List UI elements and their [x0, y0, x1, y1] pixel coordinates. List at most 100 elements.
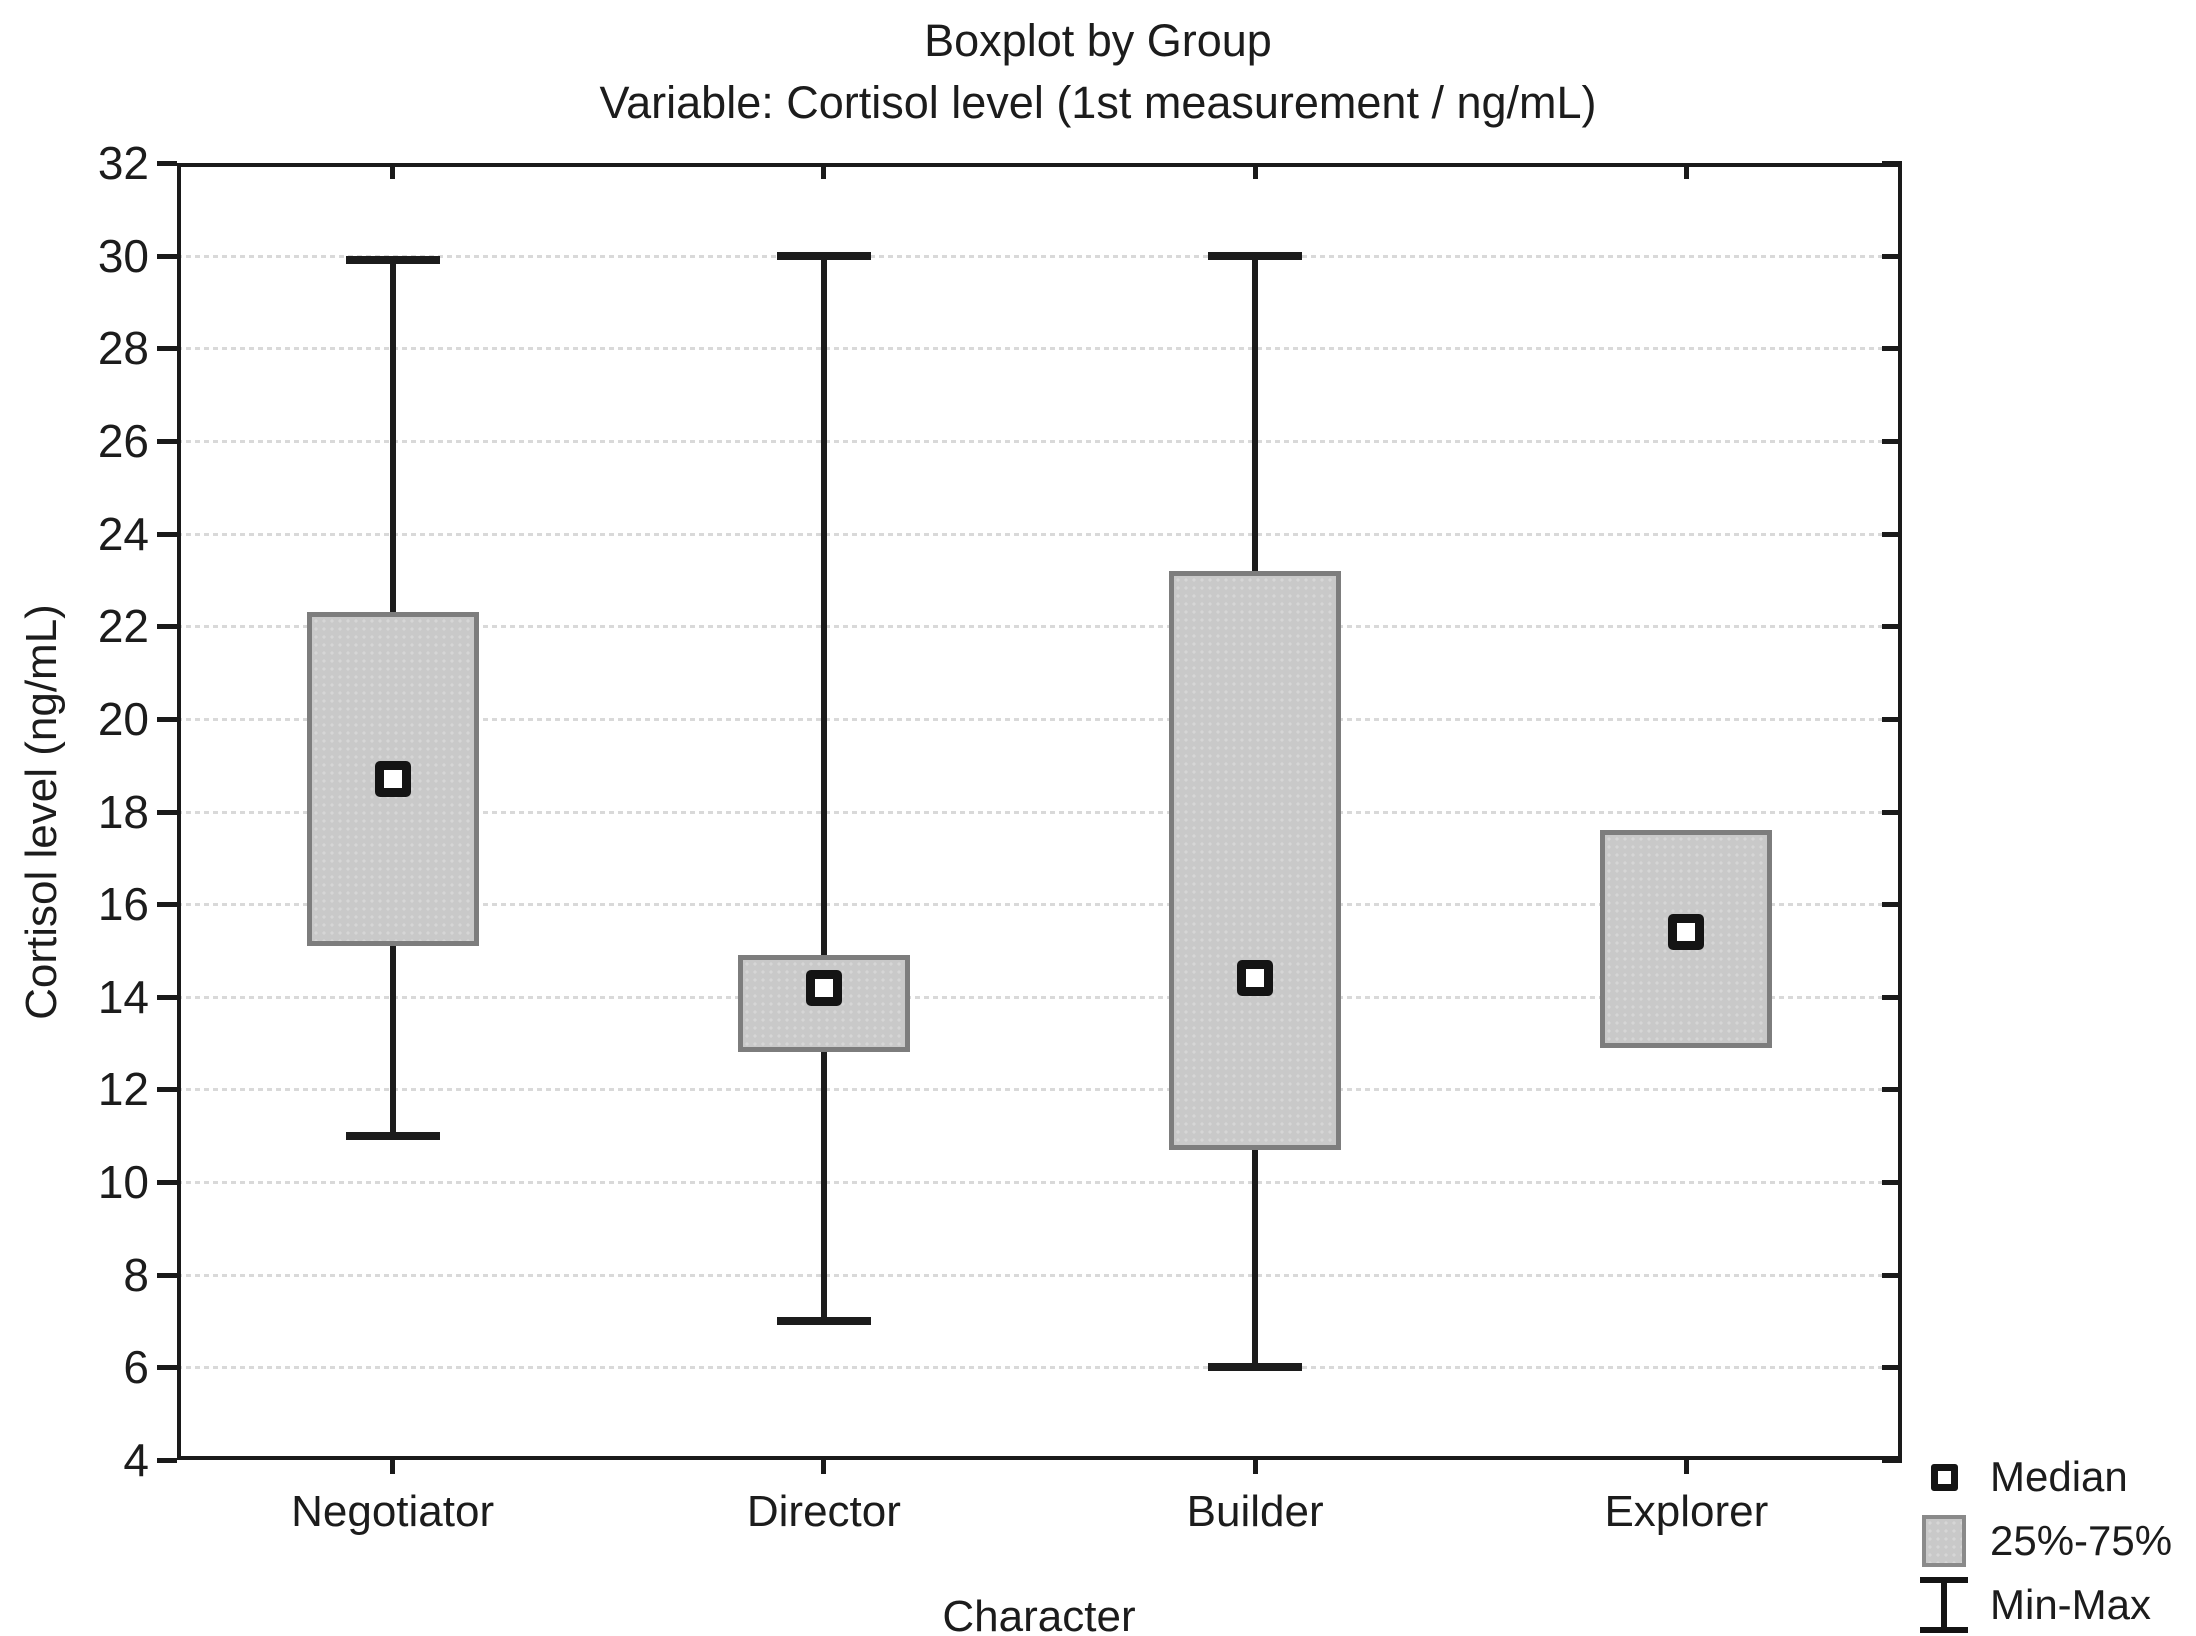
y-tick-left-12	[157, 1087, 177, 1093]
y-tick-label-24: 24	[97, 507, 149, 560]
legend-item-iqr: 25%-75%	[1918, 1512, 2172, 1570]
whisker-cap-max-Director	[776, 251, 871, 260]
y-tick-left-22	[157, 624, 177, 630]
y-tick-left-4	[157, 1458, 177, 1463]
y-tick-right-6	[1882, 1365, 1902, 1371]
legend-item-median: Median	[1918, 1448, 2172, 1506]
whisker-lower-stem-Director	[820, 1052, 827, 1322]
whisker-upper-stem-Negotiator	[389, 260, 396, 613]
gridline-24	[177, 532, 1902, 536]
y-tick-right-20	[1882, 716, 1902, 722]
iqr-box-Builder	[1169, 570, 1342, 1150]
gridline-18	[177, 810, 1902, 814]
y-tick-label-8: 8	[123, 1248, 149, 1301]
x-tick-bottom-Explorer	[1683, 1458, 1689, 1474]
gridline-16	[177, 903, 1902, 907]
median-marker-icon	[1930, 1463, 1958, 1491]
x-category-label-Explorer: Explorer	[1604, 1487, 1769, 1536]
y-tick-right-8	[1882, 1272, 1902, 1278]
iqr-box-icon	[1922, 1515, 1966, 1567]
whisker-cap-max-Negotiator	[345, 256, 440, 265]
x-tick-bottom-Negotiator	[390, 1458, 396, 1474]
whisker-lower-stem-Builder	[1252, 1149, 1259, 1368]
y-tick-right-18	[1882, 809, 1902, 815]
gridline-22	[177, 625, 1902, 629]
whisker-cap-min-Negotiator	[345, 1131, 440, 1140]
gridline-10	[177, 1181, 1902, 1185]
x-category-label-Builder: Builder	[1186, 1487, 1324, 1536]
gridline-14	[177, 995, 1902, 999]
x-tick-bottom-Builder	[1252, 1458, 1258, 1474]
y-tick-left-24	[157, 531, 177, 537]
whisker-cap-min-Director	[776, 1317, 871, 1326]
y-tick-label-28: 28	[97, 322, 149, 375]
y-tick-left-16	[157, 902, 177, 908]
y-tick-right-16	[1882, 902, 1902, 908]
y-tick-right-14	[1882, 994, 1902, 1000]
y-tick-label-20: 20	[97, 692, 149, 745]
legend: Median 25%-75% Min-Max	[1918, 1448, 2172, 1634]
x-tick-top-Builder	[1252, 163, 1258, 179]
x-axis-title: Character	[942, 1592, 1136, 1636]
y-tick-left-32	[157, 161, 177, 166]
y-tick-right-22	[1882, 624, 1902, 630]
y-tick-left-30	[157, 253, 177, 259]
y-tick-left-26	[157, 438, 177, 444]
iqr-box-Explorer	[1600, 830, 1773, 1048]
y-tick-label-12: 12	[97, 1063, 149, 1116]
y-tick-right-28	[1882, 346, 1902, 352]
y-tick-right-26	[1882, 438, 1902, 444]
y-tick-right-10	[1882, 1180, 1902, 1186]
gridline-8	[177, 1273, 1902, 1277]
x-tick-top-Explorer	[1683, 163, 1689, 179]
gridline-28	[177, 347, 1902, 351]
y-tick-left-6	[157, 1365, 177, 1371]
chart-subtitle: Variable: Cortisol level (1st measuremen…	[599, 77, 1597, 128]
min-max-whisker-icon	[1920, 1577, 1968, 1633]
median-marker-Builder	[1237, 960, 1274, 997]
legend-item-minmax: Min-Max	[1918, 1576, 2172, 1634]
gridline-20	[177, 717, 1902, 721]
chart-title: Boxplot by Group	[924, 15, 1272, 66]
whisker-upper-stem-Builder	[1252, 255, 1259, 571]
y-tick-right-4	[1882, 1458, 1902, 1463]
chart-title-block: Boxplot by Group Variable: Cortisol leve…	[0, 10, 2196, 134]
y-tick-left-10	[157, 1180, 177, 1186]
median-marker-Negotiator	[374, 761, 411, 798]
whisker-cap-max-Builder	[1208, 251, 1303, 260]
x-category-label-Director: Director	[746, 1487, 901, 1536]
legend-label-median: Median	[1990, 1453, 2128, 1500]
legend-label-iqr: 25%-75%	[1990, 1517, 2173, 1564]
gridline-6	[177, 1366, 1902, 1370]
y-tick-label-26: 26	[97, 414, 149, 467]
y-tick-label-14: 14	[97, 970, 149, 1023]
y-tick-label-6: 6	[123, 1341, 149, 1394]
gridline-26	[177, 439, 1902, 443]
legend-label-minmax: Min-Max	[1990, 1581, 2152, 1628]
whisker-upper-stem-Director	[820, 255, 827, 956]
y-tick-right-30	[1882, 253, 1902, 259]
y-tick-right-12	[1882, 1087, 1902, 1093]
plot-frame	[177, 163, 1902, 1460]
whisker-cap-min-Builder	[1208, 1363, 1303, 1372]
y-tick-left-28	[157, 346, 177, 352]
y-tick-label-4: 4	[123, 1434, 149, 1486]
y-tick-left-20	[157, 716, 177, 722]
gridline-12	[177, 1088, 1902, 1092]
y-tick-label-18: 18	[97, 785, 149, 838]
median-marker-Explorer	[1668, 913, 1705, 950]
whisker-lower-stem-Negotiator	[389, 945, 396, 1136]
y-tick-label-22: 22	[97, 600, 149, 653]
y-tick-label-10: 10	[97, 1156, 149, 1209]
median-marker-Director	[805, 969, 842, 1006]
x-tick-bottom-Director	[821, 1458, 827, 1474]
y-tick-label-30: 30	[97, 229, 149, 282]
y-tick-left-18	[157, 809, 177, 815]
y-tick-right-24	[1882, 531, 1902, 537]
y-tick-left-8	[157, 1272, 177, 1278]
x-category-label-Negotiator: Negotiator	[291, 1487, 495, 1536]
y-tick-label-32: 32	[97, 137, 149, 189]
y-tick-label-16: 16	[97, 878, 149, 931]
